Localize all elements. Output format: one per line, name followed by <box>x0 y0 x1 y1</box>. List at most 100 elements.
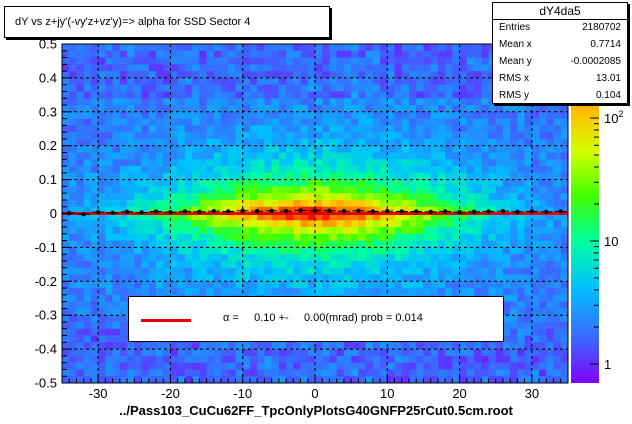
heatmap-cell <box>83 118 92 126</box>
heatmap-cell <box>257 281 265 289</box>
heatmap-cell <box>105 98 113 106</box>
heatmap-cell <box>315 118 323 126</box>
heatmap-cell <box>408 260 417 269</box>
heatmap-cell <box>329 186 338 194</box>
heatmap-cell <box>408 355 417 364</box>
heatmap-cell <box>445 111 453 119</box>
heatmap-cell <box>155 199 164 208</box>
heatmap-cell <box>278 159 287 167</box>
heatmap-cell <box>307 152 316 160</box>
heatmap-cell <box>213 369 222 377</box>
heatmap-cell <box>213 281 222 289</box>
heatmap-cell <box>553 254 562 262</box>
stats-value: 13.01 <box>595 73 621 84</box>
heatmap-cell <box>524 206 533 214</box>
heatmap-cell <box>365 220 374 228</box>
heatmap-cell <box>300 138 309 147</box>
heatmap-cell <box>336 240 345 248</box>
heatmap-cell <box>524 118 533 126</box>
heatmap-cell <box>365 355 374 364</box>
heatmap-cell <box>206 125 215 133</box>
heatmap-cell <box>553 376 562 383</box>
heatmap-cell <box>336 132 345 140</box>
heatmap-cell <box>437 118 446 126</box>
heatmap-cell <box>235 132 244 140</box>
heatmap-cell <box>278 274 287 282</box>
heatmap-cell <box>315 64 323 72</box>
heatmap-cell <box>524 281 533 289</box>
heatmap-cell <box>336 64 345 72</box>
heatmap-cell <box>192 362 200 370</box>
heatmap-cell <box>445 376 453 383</box>
heatmap-cell <box>307 220 316 228</box>
heatmap-cell <box>372 254 381 262</box>
heatmap-cell <box>459 50 468 58</box>
profile-point <box>197 209 202 215</box>
heatmap-cell <box>437 267 446 275</box>
heatmap-cell <box>539 308 547 316</box>
heatmap-cell <box>502 152 511 160</box>
heatmap-cell <box>105 111 113 119</box>
heatmap-cell <box>278 193 287 201</box>
heatmap-cell <box>365 227 374 235</box>
heatmap-cell <box>163 145 171 153</box>
heatmap-cell <box>502 145 511 153</box>
heatmap-cell <box>286 342 294 350</box>
heatmap-cell <box>315 369 323 377</box>
heatmap-cell <box>62 84 70 92</box>
heatmap-cell <box>322 71 330 79</box>
heatmap-cell <box>394 98 403 106</box>
heatmap-cell <box>127 247 135 255</box>
heatmap-cell <box>98 233 106 242</box>
heatmap-cell <box>531 247 540 255</box>
heatmap-cell <box>119 138 128 147</box>
heatmap-cell <box>401 349 410 357</box>
heatmap-cell <box>249 152 258 160</box>
heatmap-cell <box>517 125 526 133</box>
heatmap-cell <box>228 138 236 147</box>
heatmap-cell <box>502 213 511 221</box>
heatmap-cell <box>141 254 150 262</box>
heatmap-cell <box>112 294 121 303</box>
heatmap-cell <box>184 254 193 262</box>
heatmap-cell <box>76 64 85 72</box>
heatmap-cell <box>510 199 518 208</box>
heatmap-cell <box>452 355 460 364</box>
heatmap-cell <box>329 50 338 58</box>
heatmap-cell <box>242 274 251 282</box>
heatmap-cell <box>343 233 352 242</box>
heatmap-cell <box>119 57 128 65</box>
heatmap-cell <box>466 125 475 133</box>
heatmap-cell <box>430 138 439 147</box>
heatmap-cell <box>221 281 229 289</box>
heatmap-cell <box>300 152 309 160</box>
heatmap-cell <box>62 186 70 194</box>
heatmap-cell <box>322 179 330 187</box>
heatmap-cell <box>553 227 562 235</box>
heatmap-cell <box>199 64 207 72</box>
heatmap-cell <box>445 152 453 160</box>
heatmap-cell <box>62 206 70 214</box>
heatmap-cell <box>329 193 338 201</box>
heatmap-cell <box>560 376 568 383</box>
heatmap-cell <box>343 50 352 58</box>
heatmap-cell <box>228 199 236 208</box>
heatmap-cell <box>257 145 265 153</box>
heatmap-cell <box>452 77 460 86</box>
heatmap-cell <box>358 240 366 248</box>
heatmap-cell <box>221 98 229 106</box>
heatmap-cell <box>213 152 222 160</box>
heatmap-cell <box>112 308 121 316</box>
heatmap-cell <box>105 369 113 377</box>
heatmap-cell <box>488 369 497 377</box>
heatmap-cell <box>177 369 186 377</box>
heatmap-cell <box>351 281 359 289</box>
heatmap-cell <box>372 267 381 275</box>
heatmap-cell <box>416 145 424 153</box>
heatmap-cell <box>62 71 70 79</box>
heatmap-cell <box>278 260 287 269</box>
heatmap-cell <box>459 281 468 289</box>
heatmap-cell <box>141 166 150 174</box>
heatmap-cell <box>474 105 482 113</box>
heatmap-cell <box>372 105 381 113</box>
